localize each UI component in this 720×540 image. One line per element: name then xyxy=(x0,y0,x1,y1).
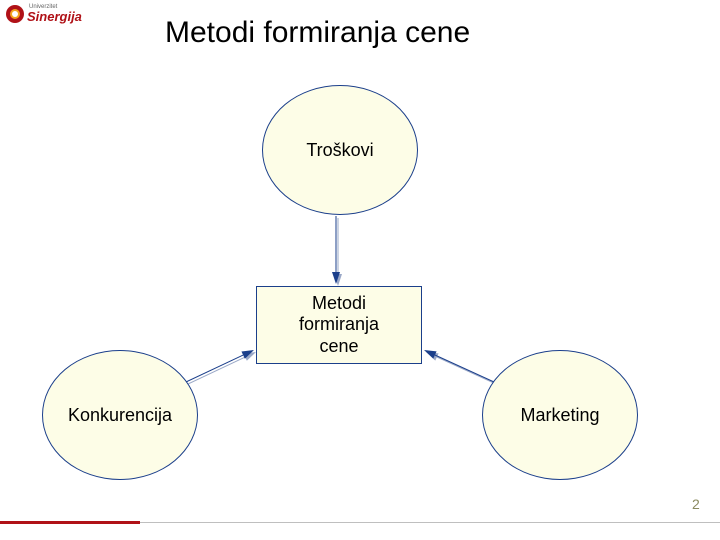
page-number: 2 xyxy=(692,496,700,512)
node-right-label: Marketing xyxy=(520,405,599,426)
node-center-rect: Metodiformiranjacene xyxy=(256,286,422,364)
logo-mark-icon xyxy=(6,5,24,23)
node-left-circle: Konkurencija xyxy=(42,350,198,480)
slide-title: Metodi formiranja cene xyxy=(165,16,470,50)
logo-name: Sinergija xyxy=(27,10,82,23)
node-right-circle: Marketing xyxy=(482,350,638,480)
node-center-label: Metodiformiranjacene xyxy=(299,293,379,358)
logo-text: Univerzitet Sinergija xyxy=(27,4,82,23)
node-top-circle: Troškovi xyxy=(262,85,418,215)
node-top-label: Troškovi xyxy=(306,140,373,161)
brand-logo: Univerzitet Sinergija xyxy=(6,4,82,23)
footer-divider xyxy=(0,522,720,523)
node-left-label: Konkurencija xyxy=(68,405,172,426)
